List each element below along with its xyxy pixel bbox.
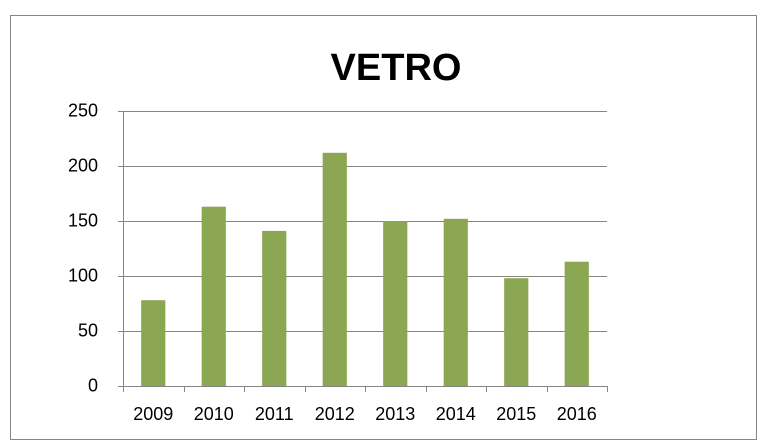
bar [201, 206, 226, 386]
bar [322, 152, 347, 386]
y-tick-label: 200 [68, 155, 98, 175]
y-tick-label: 100 [68, 265, 98, 285]
x-tick-label: 2013 [375, 404, 415, 424]
bar [504, 278, 529, 386]
x-tick-label: 2014 [436, 404, 476, 424]
chart-title: VETRO [331, 47, 462, 89]
x-tick-label: 2016 [557, 404, 597, 424]
y-tick-label: 250 [68, 100, 98, 120]
y-tick-label: 0 [88, 375, 98, 395]
x-tick-label: 2012 [315, 404, 355, 424]
bar [141, 300, 166, 386]
bar [262, 230, 287, 386]
x-tick-label: 2009 [133, 404, 173, 424]
x-tick-label: 2015 [496, 404, 536, 424]
x-tick-label: 2010 [194, 404, 234, 424]
y-tick-label: 50 [78, 320, 98, 340]
y-tick-label: 150 [68, 210, 98, 230]
bar [383, 221, 408, 386]
bar [564, 261, 589, 386]
x-tick-label: 2011 [255, 404, 294, 424]
bar [443, 218, 468, 386]
